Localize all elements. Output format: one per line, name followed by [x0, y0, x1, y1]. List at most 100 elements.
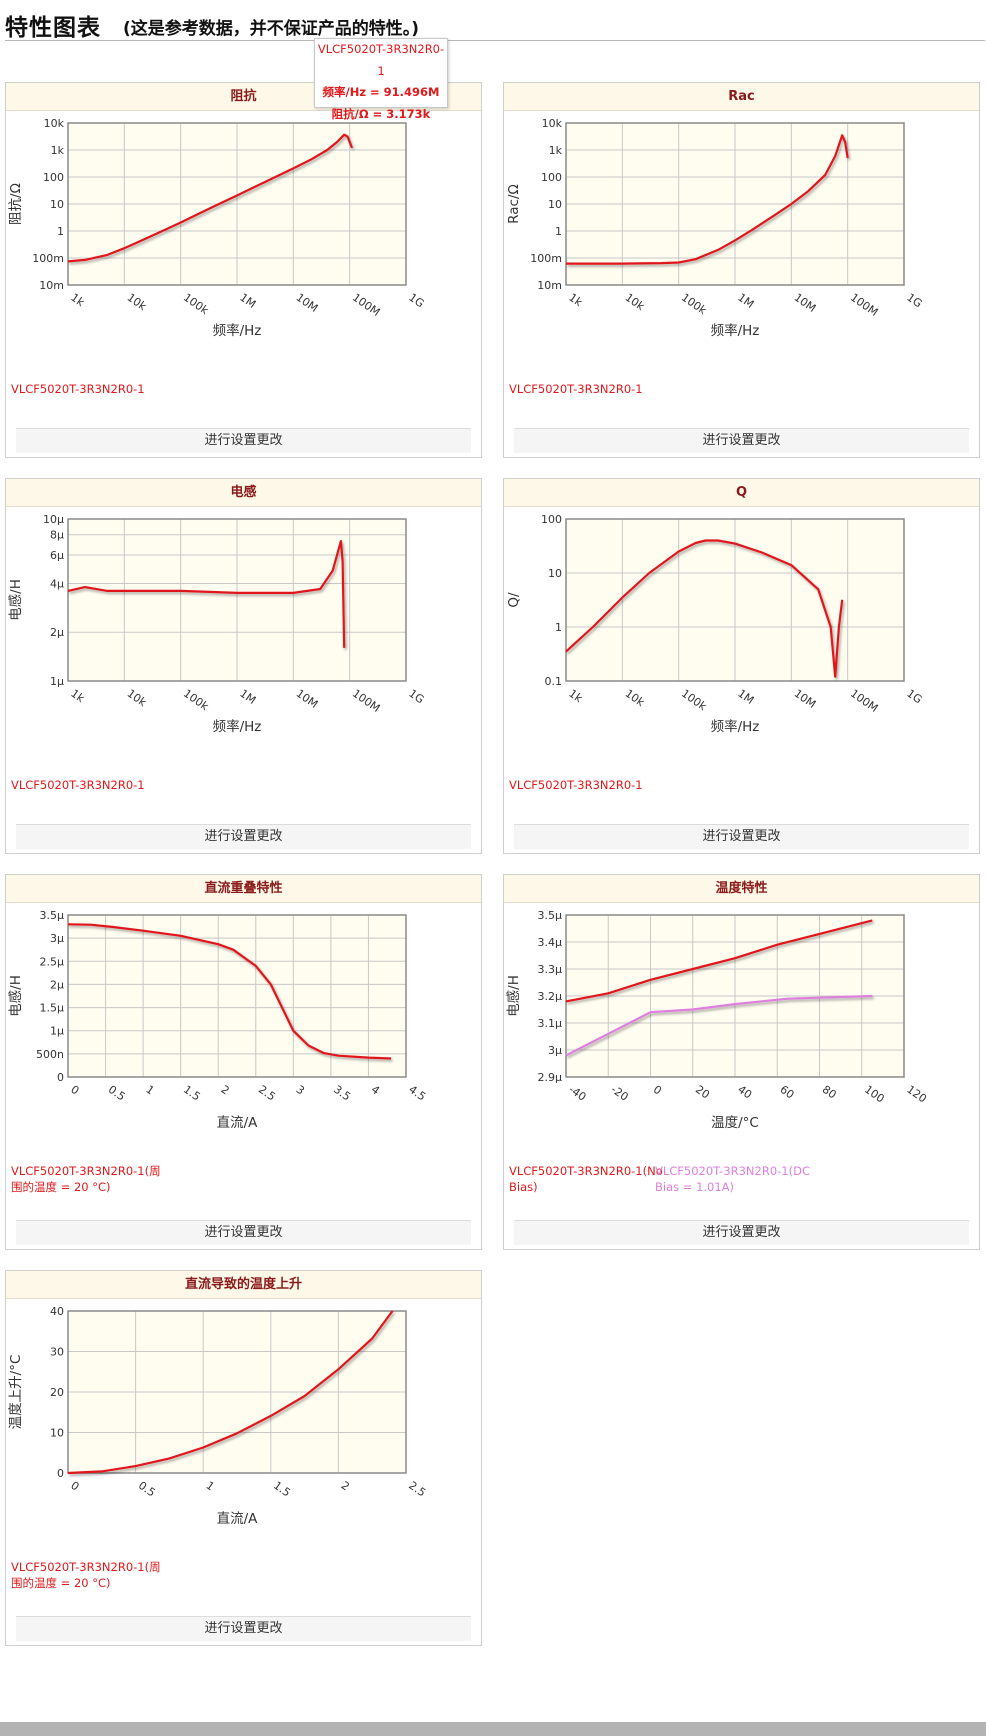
- legend-item[interactable]: VLCF5020T-3R3N2R0-1: [11, 382, 145, 396]
- y-tick-label: 0: [57, 1071, 64, 1084]
- chart-title: 直流导致的温度上升: [6, 1271, 481, 1299]
- plot-border: [565, 914, 905, 1078]
- legend-item[interactable]: VLCF5020T-3R3N2R0-1: [509, 382, 643, 396]
- y-axis-title: 电感/H: [7, 975, 24, 1017]
- series-line-0[interactable]: [565, 539, 844, 678]
- y-tick-label: 10k: [542, 117, 563, 130]
- legend-item[interactable]: VLCF5020T-3R3N2R0-1: [11, 778, 145, 792]
- y-tick-label: 10m: [537, 279, 562, 292]
- y-tick-label: 10μ: [43, 513, 64, 526]
- x-tick-label: 10k: [623, 687, 648, 710]
- series-line-0[interactable]: [67, 133, 354, 263]
- x-tick-label: 10M: [792, 291, 819, 315]
- panel-footer: 进行设置更改: [514, 1220, 969, 1245]
- y-tick-label: 40: [50, 1305, 64, 1318]
- x-tick-label: 1k: [68, 687, 87, 706]
- x-tick-label: 100M: [350, 687, 382, 715]
- x-axis-title: 频率/Hz: [711, 322, 760, 339]
- y-axis-title: 温度上升/°C: [8, 1355, 24, 1430]
- x-tick-label: 1G: [406, 687, 426, 707]
- x-tick-label: -20: [609, 1083, 631, 1104]
- x-tick-label: 3.5: [331, 1083, 353, 1104]
- legend-item[interactable]: VLCF5020T-3R3N2R0-1(DC Bias = 1.01A): [655, 1164, 810, 1194]
- y-tick-label: 500n: [36, 1048, 64, 1061]
- series-line-0[interactable]: [67, 923, 392, 1060]
- chart-title: 电感: [6, 479, 481, 507]
- x-tick-label: 2.5: [256, 1083, 278, 1104]
- y-tick-label: 8μ: [50, 529, 64, 542]
- chart-rac[interactable]: 1k 10k 100k 1M 10M 100M 1G 10m 100m 1 10 100 1k 10k 频率…: [504, 111, 979, 401]
- plot-border: [67, 914, 407, 1078]
- x-tick-label: 1M: [237, 687, 258, 707]
- plot-area: [68, 915, 406, 1077]
- x-tick-label: 1M: [735, 291, 756, 311]
- y-tick-label: 6μ: [50, 549, 64, 562]
- x-axis-title: 直流/A: [217, 1115, 259, 1131]
- y-tick-label: 1: [555, 225, 562, 238]
- series-line-0[interactable]: [565, 919, 873, 1003]
- settings-button[interactable]: 进行设置更改: [702, 1225, 781, 1240]
- legend-item[interactable]: VLCF5020T-3R3N2R0-1(周围的温度 = 20 °C): [11, 1164, 161, 1194]
- x-tick-label: 10M: [792, 687, 819, 711]
- x-tick-label: 2: [339, 1479, 352, 1494]
- y-tick-label: 3μ: [548, 1044, 562, 1057]
- x-tick-label: 10M: [294, 687, 321, 711]
- plot-border: [67, 122, 407, 286]
- chart-panel-rac: Rac 1k 10k 100k 1M 10M 100M 1G 10m 100m 1 10 100 1k 1…: [503, 82, 980, 458]
- x-tick-label: 2: [219, 1083, 232, 1098]
- legend-item[interactable]: VLCF5020T-3R3N2R0-1: [509, 778, 643, 792]
- panel-footer: 进行设置更改: [16, 1616, 471, 1641]
- settings-button[interactable]: 进行设置更改: [702, 433, 781, 448]
- x-tick-label: 1M: [735, 687, 756, 707]
- settings-button[interactable]: 进行设置更改: [204, 433, 283, 448]
- x-tick-label: 2.5: [406, 1479, 428, 1500]
- x-tick-label: 1.5: [271, 1479, 293, 1500]
- settings-button[interactable]: 进行设置更改: [702, 829, 781, 844]
- chart-temperature[interactable]: -40 -20 0 20 40 60 80 100 120 2.9μ 3μ 3.1μ 3.2μ 3.3μ 3…: [504, 903, 979, 1193]
- chart-dc-bias[interactable]: 0 0.5 1 1.5 2 2.5 3 3.5 4 4.5 0 500n 1μ 1.5μ 2μ 2.5μ 3μ 3…: [6, 903, 481, 1193]
- settings-button[interactable]: 进行设置更改: [204, 1621, 283, 1636]
- y-tick-label: 100m: [530, 252, 562, 265]
- x-tick-label: 0: [651, 1083, 664, 1098]
- settings-button[interactable]: 进行设置更改: [204, 829, 283, 844]
- x-tick-label: 10k: [125, 687, 150, 710]
- y-tick-label: 100m: [32, 252, 64, 265]
- tooltip-frequency: 频率/Hz = 91.496M: [322, 85, 440, 99]
- legend-item[interactable]: VLCF5020T-3R3N2R0-1(No Bias): [509, 1164, 663, 1194]
- settings-button[interactable]: 进行设置更改: [204, 1225, 283, 1240]
- series-line-0[interactable]: [67, 1310, 394, 1475]
- x-tick-label: 100M: [350, 291, 382, 319]
- x-tick-label: 100M: [848, 291, 880, 319]
- chart-q[interactable]: 1k 10k 100k 1M 10M 100M 1G 0.1 1 10 100 频率/Hz Q/: [504, 507, 979, 797]
- series-line-1[interactable]: [565, 994, 873, 1057]
- x-tick-label: 100k: [181, 687, 211, 714]
- x-tick-label: 20: [693, 1083, 712, 1102]
- series-line-0[interactable]: [67, 540, 346, 648]
- x-tick-label: 1k: [566, 687, 585, 706]
- chart-title: Rac: [504, 83, 979, 111]
- page-subtitle: (这是参考数据，并不保证产品的特性。): [123, 19, 420, 39]
- y-axis-title: 阻抗/Ω: [8, 183, 24, 225]
- legend-item[interactable]: VLCF5020T-3R3N2R0-1(周围的温度 = 20 °C): [11, 1560, 161, 1590]
- series-line-0[interactable]: [566, 134, 849, 265]
- y-tick-label: 2μ: [50, 626, 64, 639]
- x-tick-label: 1G: [904, 291, 924, 311]
- x-tick-label: 0.5: [106, 1083, 128, 1104]
- y-tick-label: 1.5μ: [40, 1002, 65, 1015]
- x-tick-label: 4.5: [406, 1083, 428, 1104]
- page-header: 特性图表 (这是参考数据，并不保证产品的特性。): [5, 8, 985, 41]
- chart-temp-rise[interactable]: 0 0.5 1 1.5 2 2.5 0 10 20 30 40 直流/A 温度上升/°C: [6, 1299, 481, 1589]
- chart-panel-impedance: 阻抗 1k 10k 100k 1M 10M 100M 1G 10m 100m 1 10 100 1k 10…: [5, 82, 482, 458]
- x-tick-label: 0.5: [136, 1479, 158, 1500]
- x-tick-label: 80: [820, 1083, 839, 1102]
- y-tick-label: 3.3μ: [538, 963, 563, 976]
- plot-border: [67, 518, 407, 682]
- y-tick-label: 30: [50, 1346, 64, 1359]
- x-axis-title: 频率/Hz: [711, 718, 760, 735]
- x-tick-label: 1: [203, 1479, 216, 1494]
- x-axis-title: 频率/Hz: [213, 322, 262, 339]
- chart-inductance[interactable]: 1k 10k 100k 1M 10M 100M 1G 1μ 2μ 4μ 6μ 8μ 10μ 频率/Hz 电感…: [6, 507, 481, 797]
- x-tick-label: 100k: [181, 291, 211, 318]
- y-tick-label: 100: [541, 171, 562, 184]
- chart-impedance[interactable]: 1k 10k 100k 1M 10M 100M 1G 10m 100m 1 10 100 1k 10k 频率…: [6, 111, 481, 401]
